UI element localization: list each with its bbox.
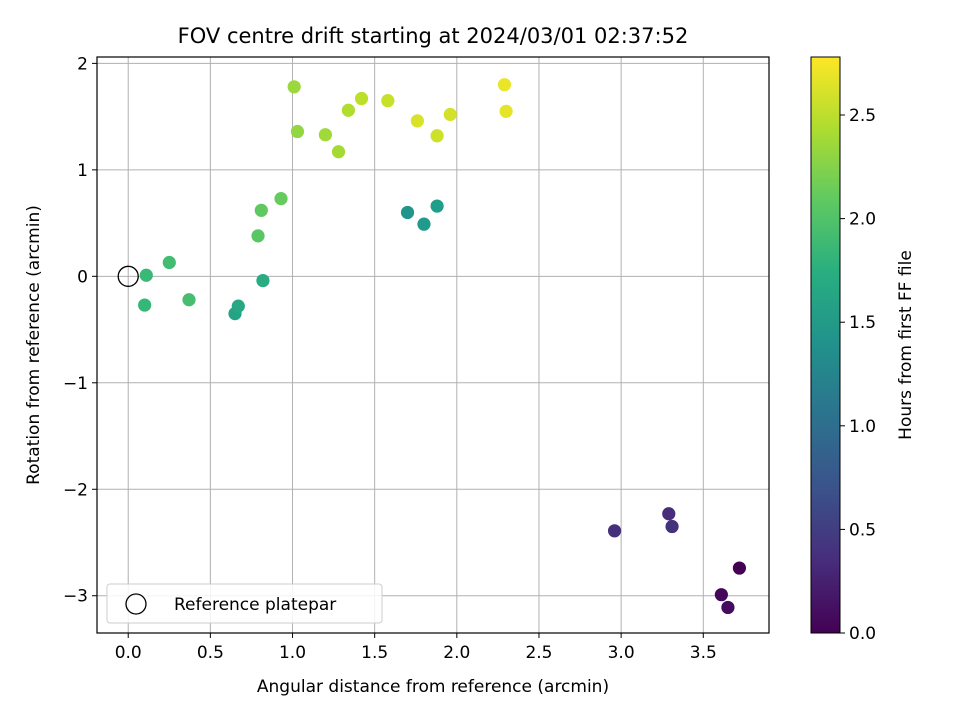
scatter-point <box>254 203 268 217</box>
y-tick-label: −3 <box>63 587 88 607</box>
x-tick-label: 0.0 <box>115 643 142 663</box>
scatter-point <box>662 507 676 521</box>
y-tick-label: 2 <box>77 54 88 74</box>
x-tick-label: 0.5 <box>197 643 224 663</box>
scatter-point <box>290 124 305 139</box>
y-tick-label: −2 <box>63 480 88 500</box>
legend-box <box>106 583 383 624</box>
colorbar: 0.0 0.5 1.0 1.5 2.0 2.5 Hours from first FF f… <box>810 56 916 644</box>
x-tick-label: 1.0 <box>279 643 306 663</box>
x-axis-label: Angular distance from reference (arcmin) <box>257 677 609 697</box>
scatter-point <box>139 268 153 282</box>
colorbar-tick-label: 0.0 <box>849 624 876 644</box>
y-axis-label: Rotation from reference (arcmin) <box>24 205 44 485</box>
scatter-point <box>443 107 457 122</box>
scatter-point <box>182 293 196 307</box>
colorbar-tick-label: 2.0 <box>849 210 876 230</box>
scatter-point <box>274 192 288 206</box>
colorbar-tick-label: 2.5 <box>849 106 876 126</box>
scatter-point <box>732 561 747 575</box>
x-tick-label: 3.5 <box>690 643 717 663</box>
legend: Reference platepar <box>106 583 383 624</box>
reference-platepar-marker <box>117 265 139 287</box>
grid-lines <box>97 57 769 633</box>
scatter-point <box>256 273 270 288</box>
plot-frame <box>96 56 770 634</box>
y-tick-label: 0 <box>77 267 88 287</box>
scatter-point <box>430 199 444 213</box>
colorbar-ticks: 0.0 0.5 1.0 1.5 2.0 2.5 <box>840 106 876 644</box>
colorbar-tick-label: 1.5 <box>849 313 876 333</box>
legend-marker <box>125 593 147 615</box>
scatter-point <box>341 103 355 117</box>
scatter-point <box>251 229 265 243</box>
scatter-point <box>354 91 369 106</box>
y-tick-label: −1 <box>63 374 88 394</box>
scatter-point <box>499 104 513 118</box>
scatter-point <box>665 519 679 534</box>
scatter-point <box>138 298 152 312</box>
scatter-point <box>381 94 395 108</box>
y-tick-label: 1 <box>77 161 88 181</box>
scatter-point <box>410 114 424 128</box>
legend-label: Reference platepar <box>174 595 336 615</box>
colorbar-tick-label: 1.0 <box>849 417 876 437</box>
x-tick-label: 1.5 <box>361 643 388 663</box>
scatter-point <box>318 128 332 142</box>
scatter-point <box>417 217 431 231</box>
scatter-point <box>714 588 728 602</box>
colorbar-gradient <box>810 56 841 634</box>
colorbar-label: Hours from first FF file <box>896 250 916 440</box>
scatter-point <box>287 80 301 94</box>
scatter-point <box>231 299 245 313</box>
scatter-point <box>607 524 622 538</box>
x-tick-label: 3.0 <box>608 643 635 663</box>
x-tick-label: 2.0 <box>443 643 470 663</box>
data-points <box>117 78 747 615</box>
scatter-point <box>721 600 735 615</box>
scatter-point <box>430 129 444 143</box>
chart-title: FOV centre drift starting at 2024/03/01 … <box>178 24 689 48</box>
scatter-point <box>497 78 512 92</box>
scatter-point <box>331 145 346 159</box>
colorbar-tick-label: 0.5 <box>849 520 876 540</box>
y-ticks: −3 −2 −1 0 1 2 <box>63 54 97 607</box>
x-tick-label: 2.5 <box>525 643 552 663</box>
x-ticks: 0.0 0.5 1.0 1.5 2.0 2.5 3.0 3.5 <box>115 633 717 663</box>
scatter-point <box>400 205 415 220</box>
scatter-point <box>162 255 176 270</box>
